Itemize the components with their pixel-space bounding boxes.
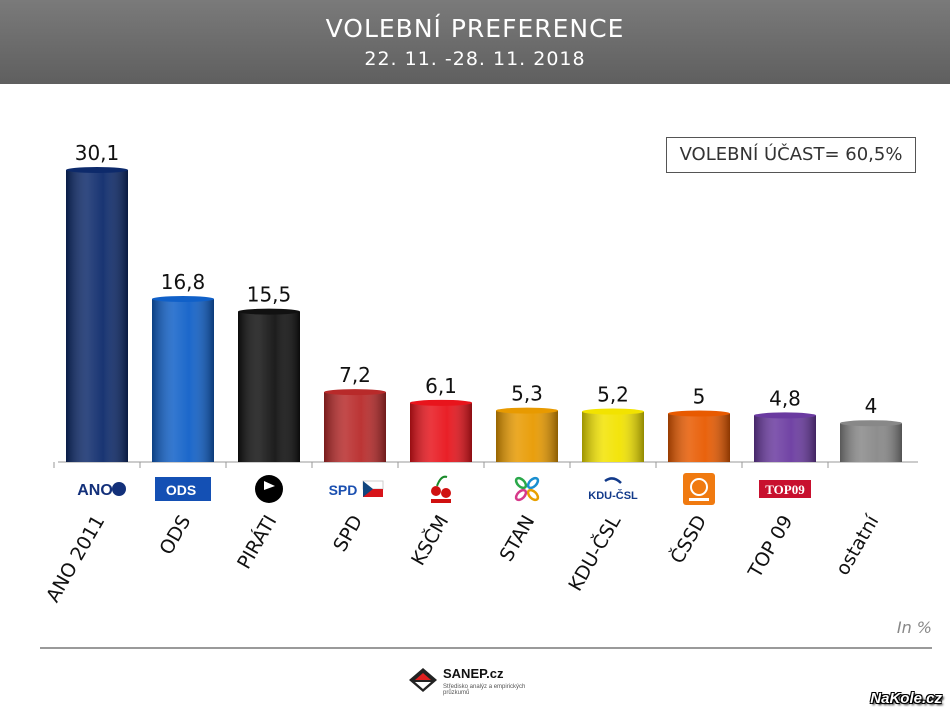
bar-cap xyxy=(754,412,816,419)
bar-shading xyxy=(410,402,472,462)
value-label: 5,2 xyxy=(597,383,629,407)
sanep-tagline: Středisko analýz a empirických průzkumů xyxy=(443,684,526,696)
category-label: ČSSD xyxy=(665,511,712,568)
bar-8 xyxy=(668,410,730,462)
svg-text:ANO: ANO xyxy=(77,482,113,499)
bar-2 xyxy=(152,296,214,462)
unit-note: In % xyxy=(896,618,932,637)
svg-text:TOP09: TOP09 xyxy=(765,482,805,497)
svg-text:SPD: SPD xyxy=(329,482,358,498)
bar-shading xyxy=(238,311,300,462)
value-label: 30,1 xyxy=(75,141,120,165)
spd-logo-icon: SPD xyxy=(329,480,384,498)
ods-logo-icon: ODS xyxy=(155,477,211,501)
bar-5 xyxy=(410,399,472,462)
bar-shading xyxy=(152,299,214,462)
bar-shading xyxy=(66,170,128,462)
value-label: 7,2 xyxy=(339,363,371,387)
category-label: KDU-ČSL xyxy=(563,510,626,595)
value-label: 4,8 xyxy=(769,386,801,410)
bar-shading xyxy=(496,410,558,462)
chart-header: VOLEBNÍ PREFERENCE 22. 11. -28. 11. 2018 xyxy=(0,0,950,84)
sanep-logo: SANEP.cz Středisko analýz a empirických … xyxy=(405,660,545,700)
bar-shading xyxy=(754,415,816,462)
category-label: ANO 2011 xyxy=(42,512,109,607)
watermark: NaKole.cz xyxy=(870,690,942,707)
bar-shading xyxy=(324,392,386,462)
value-label: 6,1 xyxy=(425,374,457,398)
ano-logo-icon: ANO xyxy=(77,482,126,499)
cssd-logo-icon xyxy=(683,473,715,505)
sanep-brand: SANEP.cz xyxy=(443,666,504,681)
bar-9 xyxy=(754,412,816,462)
bar-cap xyxy=(496,407,558,414)
bar-cap xyxy=(66,167,128,173)
svg-text:ODS: ODS xyxy=(166,482,196,498)
bar-cap xyxy=(582,408,644,415)
category-label: PIRÁTI xyxy=(232,511,281,573)
category-label: STAN xyxy=(496,512,540,566)
turnout-box: VOLEBNÍ ÚČAST= 60,5% xyxy=(666,137,916,173)
bar-cap xyxy=(668,410,730,417)
bar-shading xyxy=(840,423,902,462)
bar-1 xyxy=(66,167,128,462)
bar-cap xyxy=(410,399,472,406)
kscm-logo-icon xyxy=(431,475,451,503)
bar-cap xyxy=(152,296,214,303)
bar-shading xyxy=(668,413,730,462)
value-label: 16,8 xyxy=(161,270,206,294)
category-label: TOP 09 xyxy=(744,512,798,583)
value-label: 15,5 xyxy=(247,283,292,307)
bar-cap xyxy=(324,389,386,396)
bar-cap xyxy=(840,420,902,427)
category-label: KSČM xyxy=(405,511,453,570)
footer-divider xyxy=(40,647,932,649)
stan-logo-icon xyxy=(514,476,540,502)
bar-10 xyxy=(840,420,902,462)
category-label: ostatní xyxy=(832,511,884,579)
pirati-logo-icon xyxy=(255,475,283,503)
category-label: ODS xyxy=(155,512,195,559)
value-label: 5 xyxy=(693,384,706,408)
sanep-emblem-icon xyxy=(409,668,437,692)
bar-6 xyxy=(496,407,558,462)
bar-3 xyxy=(238,308,300,462)
kdu-csl-logo-icon: KDU-ČSL xyxy=(588,477,638,502)
value-label: 5,3 xyxy=(511,382,543,406)
category-label: SPD xyxy=(329,512,367,556)
bar-7 xyxy=(582,408,644,462)
bar-cap xyxy=(238,308,300,315)
svg-text:KDU-ČSL: KDU-ČSL xyxy=(588,489,638,502)
value-label: 4 xyxy=(865,394,878,418)
bar-shading xyxy=(582,411,644,462)
top09-logo-icon: TOP09 xyxy=(759,480,811,498)
bar-4 xyxy=(324,389,386,462)
chart-title: VOLEBNÍ PREFERENCE xyxy=(325,14,625,43)
chart-subtitle: 22. 11. -28. 11. 2018 xyxy=(364,48,586,70)
